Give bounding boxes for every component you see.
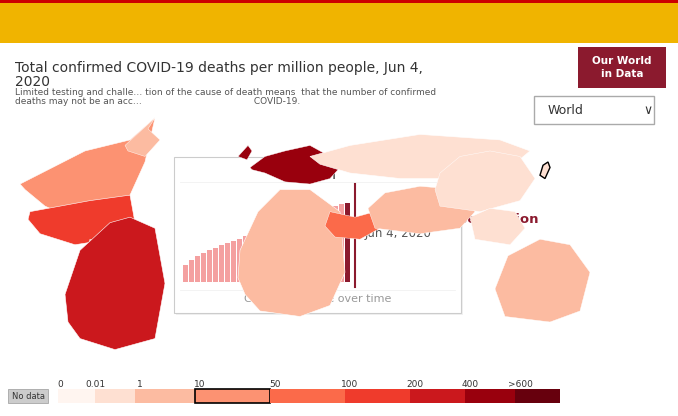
Bar: [267, 228, 272, 282]
Bar: [279, 223, 284, 282]
Polygon shape: [310, 134, 530, 178]
Bar: [315, 211, 320, 282]
Polygon shape: [325, 212, 380, 239]
Text: daily updated research and data.: daily updated research and data.: [152, 17, 365, 30]
Bar: [273, 225, 278, 282]
Text: Jun 4, 2020: Jun 4, 2020: [365, 228, 432, 240]
Text: Japan: Japan: [298, 168, 337, 182]
Text: Total confirmed COVID-19 deaths per million people, Jun 4,: Total confirmed COVID-19 deaths per mill…: [15, 61, 423, 75]
Bar: [270, 389, 345, 403]
FancyBboxPatch shape: [176, 159, 463, 315]
Bar: [135, 389, 195, 403]
Text: ∨: ∨: [643, 104, 652, 117]
Polygon shape: [125, 118, 160, 156]
Bar: [213, 248, 218, 282]
Text: 100: 100: [342, 380, 359, 389]
Bar: [261, 230, 266, 282]
FancyBboxPatch shape: [174, 157, 461, 313]
Polygon shape: [495, 239, 590, 322]
Bar: [303, 214, 308, 282]
Bar: [339, 204, 344, 282]
Bar: [207, 250, 212, 282]
Bar: [410, 389, 465, 403]
Text: 10: 10: [195, 380, 205, 389]
Text: 50: 50: [269, 380, 281, 389]
FancyBboxPatch shape: [534, 97, 654, 124]
Bar: [297, 216, 302, 282]
Bar: [95, 389, 135, 403]
Bar: [255, 232, 260, 282]
Polygon shape: [28, 195, 135, 245]
Bar: [243, 236, 248, 282]
Text: Coronavirus pandemic:: Coronavirus pandemic:: [18, 17, 180, 30]
Polygon shape: [85, 239, 118, 259]
Bar: [321, 210, 326, 282]
Bar: [515, 389, 560, 403]
FancyBboxPatch shape: [458, 8, 557, 38]
Text: deaths may not be an acc…                                       COVID-19.: deaths may not be an acc… COVID-19.: [15, 97, 300, 106]
Bar: [189, 260, 194, 282]
Text: 0: 0: [57, 380, 63, 389]
Bar: [183, 265, 188, 282]
Polygon shape: [20, 118, 155, 217]
Bar: [345, 389, 410, 403]
Text: 7.14 deaths per million: 7.14 deaths per million: [365, 213, 538, 225]
Bar: [285, 221, 290, 282]
Bar: [249, 234, 254, 282]
Bar: [345, 203, 350, 282]
Bar: [333, 206, 338, 282]
Polygon shape: [470, 208, 525, 245]
Polygon shape: [435, 151, 535, 212]
Bar: [465, 389, 515, 403]
Text: 200: 200: [406, 380, 424, 389]
Text: 400: 400: [462, 380, 479, 389]
Bar: [237, 239, 242, 282]
Bar: [225, 243, 230, 282]
Polygon shape: [368, 186, 475, 234]
Polygon shape: [250, 146, 340, 184]
Bar: [195, 256, 200, 282]
Bar: [578, 47, 666, 89]
Text: Our World
in Data: Our World in Data: [593, 56, 652, 79]
Bar: [219, 245, 224, 282]
Polygon shape: [238, 146, 252, 160]
Text: World: World: [548, 104, 584, 117]
Polygon shape: [540, 162, 550, 178]
Text: 1: 1: [137, 380, 143, 389]
Text: Limited testing and challe… tion of the cause of death means  that the number of: Limited testing and challe… tion of the …: [15, 89, 436, 97]
Bar: [201, 253, 206, 282]
Bar: [291, 219, 296, 282]
Text: 2020: 2020: [15, 74, 50, 89]
Text: >600: >600: [508, 380, 532, 389]
Text: Click for change over time: Click for change over time: [244, 294, 391, 304]
Bar: [327, 209, 332, 282]
Polygon shape: [238, 190, 345, 317]
Bar: [195, 389, 270, 403]
Text: Read more: Read more: [471, 17, 543, 30]
Polygon shape: [65, 217, 165, 349]
Bar: [58, 389, 95, 403]
Text: No data: No data: [12, 391, 45, 401]
Text: 0.01: 0.01: [85, 380, 105, 389]
Bar: [231, 241, 236, 282]
Bar: [309, 213, 314, 282]
Bar: [8, 389, 48, 403]
